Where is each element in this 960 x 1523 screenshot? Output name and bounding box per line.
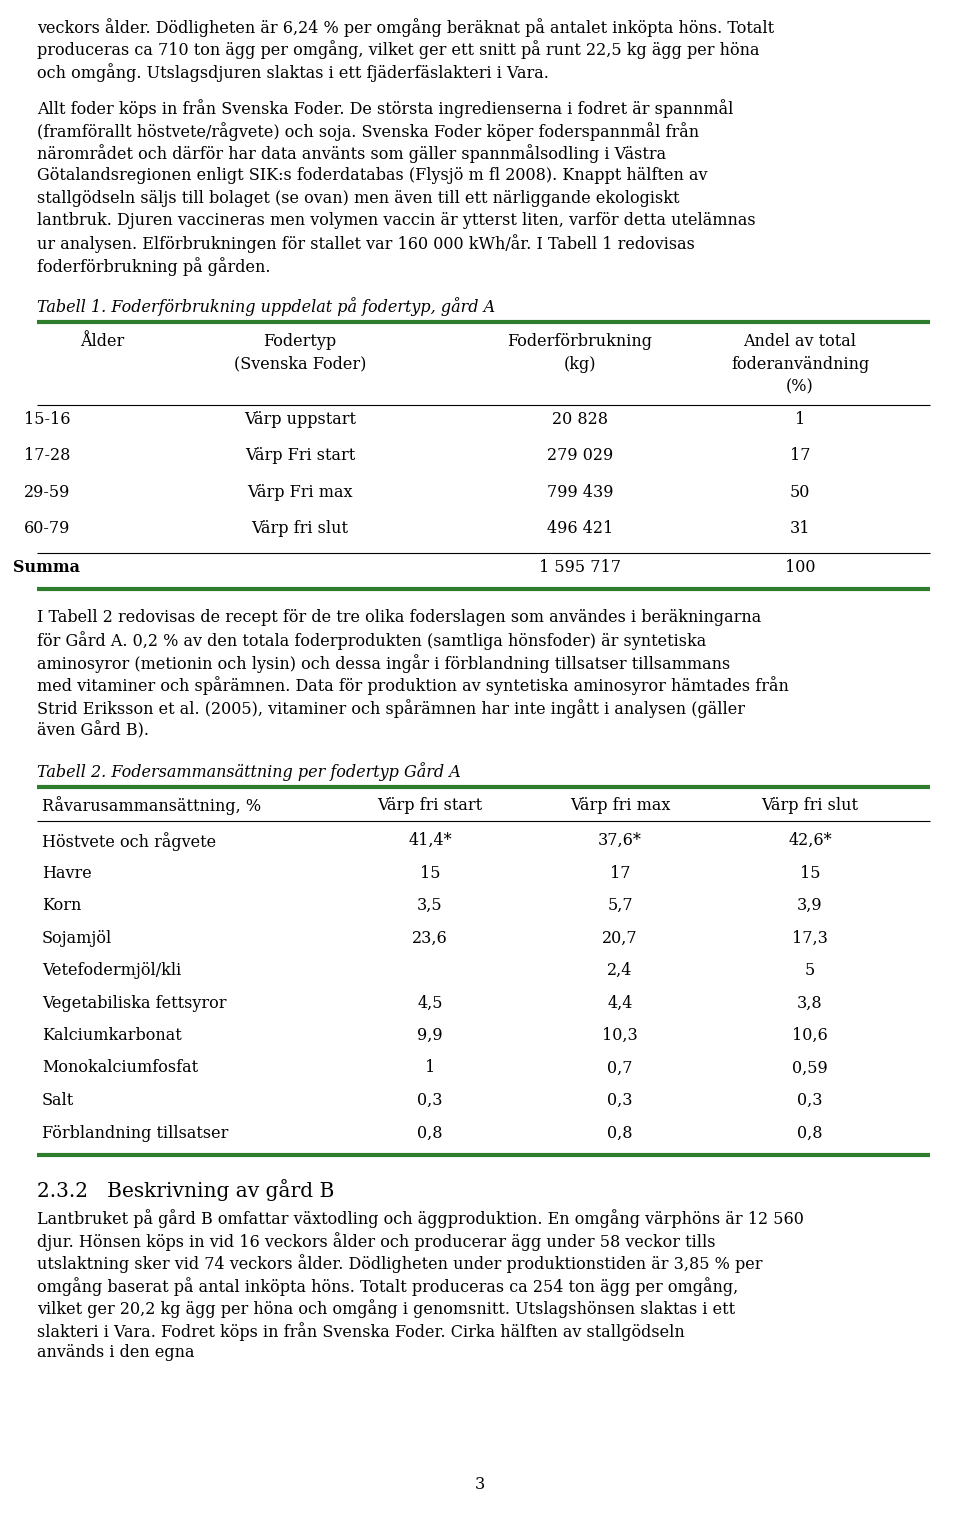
Text: I Tabell 2 redovisas de recept för de tre olika foderslagen som användes i beräk: I Tabell 2 redovisas de recept för de tr… — [37, 609, 761, 626]
Text: veckors ålder. Dödligheten är 6,24 % per omgång beräknat på antalet inköpta höns: veckors ålder. Dödligheten är 6,24 % per… — [37, 18, 774, 37]
Text: 17,3: 17,3 — [792, 929, 828, 946]
Text: 0,3: 0,3 — [797, 1092, 823, 1109]
Text: Värp Fri start: Värp Fri start — [245, 446, 355, 465]
Text: 5,7: 5,7 — [607, 897, 633, 914]
Text: Havre: Havre — [42, 865, 92, 882]
Text: Götalandsregionen enligt SIK:s foderdatabas (Flysjö m fl 2008). Knappt hälften a: Götalandsregionen enligt SIK:s foderdata… — [37, 168, 708, 184]
Text: Förblandning tillsatser: Förblandning tillsatser — [42, 1124, 228, 1142]
Text: stallgödseln säljs till bolaget (se ovan) men även till ett närliggande ekologis: stallgödseln säljs till bolaget (se ovan… — [37, 189, 680, 207]
Text: 17: 17 — [610, 865, 631, 882]
Text: Vetefodermjöl/kli: Vetefodermjöl/kli — [42, 963, 181, 979]
Text: Råvarusammansättning, %: Råvarusammansättning, % — [42, 797, 261, 815]
Text: Summa: Summa — [13, 559, 81, 576]
Text: Monokalciumfosfat: Monokalciumfosfat — [42, 1060, 198, 1077]
Text: (%): (%) — [786, 378, 814, 394]
Text: 3,9: 3,9 — [797, 897, 823, 914]
Text: Korn: Korn — [42, 897, 82, 914]
Text: lantbruk. Djuren vaccineras men volymen vaccin är ytterst liten, varför detta ut: lantbruk. Djuren vaccineras men volymen … — [37, 212, 756, 228]
Text: 20,7: 20,7 — [602, 929, 637, 946]
Text: foderförbrukning på gården.: foderförbrukning på gården. — [37, 257, 271, 276]
Text: 23,6: 23,6 — [412, 929, 448, 946]
Text: 2,4: 2,4 — [608, 963, 633, 979]
Text: 29-59: 29-59 — [24, 483, 70, 501]
Text: 0,59: 0,59 — [792, 1060, 828, 1077]
Text: (framförallt höstvete/rågvete) och soja. Svenska Foder köper foderspannmål från: (framförallt höstvete/rågvete) och soja.… — [37, 122, 699, 142]
Text: Foderförbrukning: Foderförbrukning — [508, 334, 653, 350]
Text: Tabell 1. Foderförbrukning uppdelat på fodertyp, gård A: Tabell 1. Foderförbrukning uppdelat på f… — [37, 297, 495, 317]
Text: 42,6*: 42,6* — [788, 832, 831, 848]
Text: 3,8: 3,8 — [797, 995, 823, 1011]
Text: Tabell 2. Fodersammansättning per fodertyp Gård A: Tabell 2. Fodersammansättning per fodert… — [37, 762, 461, 781]
Text: 0,3: 0,3 — [418, 1092, 443, 1109]
Text: Kalciumkarbonat: Kalciumkarbonat — [42, 1027, 181, 1043]
Text: 50: 50 — [790, 483, 810, 501]
Text: 4,4: 4,4 — [608, 995, 633, 1011]
Text: Fodertyp: Fodertyp — [263, 334, 337, 350]
Text: produceras ca 710 ton ägg per omgång, vilket ger ett snitt på runt 22,5 kg ägg p: produceras ca 710 ton ägg per omgång, vi… — [37, 41, 759, 59]
Text: 20 828: 20 828 — [552, 411, 608, 428]
Text: Lantbruket på gård B omfattar växtodling och äggproduktion. En omgång värphöns ä: Lantbruket på gård B omfattar växtodling… — [37, 1209, 804, 1228]
Text: 0,8: 0,8 — [418, 1124, 443, 1142]
Text: 1 595 717: 1 595 717 — [539, 559, 621, 576]
Text: Värp fri slut: Värp fri slut — [252, 519, 348, 538]
Text: 279 029: 279 029 — [547, 446, 613, 465]
Text: Salt: Salt — [42, 1092, 74, 1109]
Text: 0,3: 0,3 — [608, 1092, 633, 1109]
Text: 15: 15 — [420, 865, 441, 882]
Text: Ålder: Ålder — [80, 334, 124, 350]
Text: omgång baserat på antal inköpta höns. Totalt produceras ca 254 ton ägg per omgån: omgång baserat på antal inköpta höns. To… — [37, 1276, 738, 1296]
Text: 10,6: 10,6 — [792, 1027, 828, 1043]
Text: ur analysen. Elförbrukningen för stallet var 160 000 kWh/år. I Tabell 1 redovisa: ur analysen. Elförbrukningen för stallet… — [37, 235, 695, 253]
Text: foderanvändning: foderanvändning — [731, 355, 869, 373]
Text: 15-16: 15-16 — [24, 411, 70, 428]
Text: slakteri i Vara. Fodret köps in från Svenska Foder. Cirka hälften av stallgödsel: slakteri i Vara. Fodret köps in från Sve… — [37, 1322, 684, 1340]
Text: (Svenska Foder): (Svenska Foder) — [234, 355, 366, 373]
Text: Strid Eriksson et al. (2005), vitaminer och spårämnen har inte ingått i analysen: Strid Eriksson et al. (2005), vitaminer … — [37, 699, 745, 717]
Text: och omgång. Utslagsdjuren slaktas i ett fjäderfäslakteri i Vara.: och omgång. Utslagsdjuren slaktas i ett … — [37, 62, 549, 82]
Text: Värp Fri max: Värp Fri max — [248, 483, 352, 501]
Text: 4,5: 4,5 — [418, 995, 443, 1011]
Text: Värp fri start: Värp fri start — [377, 797, 483, 813]
Text: för Gård A. 0,2 % av den totala foderprodukten (samtliga hönsfoder) är syntetisk: för Gård A. 0,2 % av den totala foderpro… — [37, 632, 707, 650]
Text: 1: 1 — [425, 1060, 435, 1077]
Text: 799 439: 799 439 — [547, 483, 613, 501]
Text: med vitaminer och spårämnen. Data för produktion av syntetiska aminosyror hämtad: med vitaminer och spårämnen. Data för pr… — [37, 676, 789, 696]
Text: 41,4*: 41,4* — [408, 832, 452, 848]
Text: Sojamjöl: Sojamjöl — [42, 929, 112, 946]
Text: djur. Hönsen köps in vid 16 veckors ålder och producerar ägg under 58 veckor til: djur. Hönsen köps in vid 16 veckors ålde… — [37, 1232, 715, 1250]
Text: 2.3.2   Beskrivning av gård B: 2.3.2 Beskrivning av gård B — [37, 1179, 334, 1202]
Text: aminosyror (metionin och lysin) och dessa ingår i förblandning tillsatser tillsa: aminosyror (metionin och lysin) och dess… — [37, 653, 731, 673]
Text: 0,8: 0,8 — [608, 1124, 633, 1142]
Text: utslaktning sker vid 74 veckors ålder. Dödligheten under produktionstiden är 3,8: utslaktning sker vid 74 veckors ålder. D… — [37, 1253, 762, 1273]
Text: Värp uppstart: Värp uppstart — [244, 411, 356, 428]
Text: 0,7: 0,7 — [608, 1060, 633, 1077]
Text: närområdet och därför har data använts som gäller spannmålsodling i Västra: närområdet och därför har data använts s… — [37, 145, 666, 163]
Text: Höstvete och rågvete: Höstvete och rågvete — [42, 832, 216, 851]
Text: 17: 17 — [790, 446, 810, 465]
Text: 37,6*: 37,6* — [598, 832, 642, 848]
Text: 1: 1 — [795, 411, 805, 428]
Text: Andel av total: Andel av total — [743, 334, 856, 350]
Text: 60-79: 60-79 — [24, 519, 70, 538]
Text: används i den egna: används i den egna — [37, 1345, 195, 1362]
Text: 10,3: 10,3 — [602, 1027, 637, 1043]
Text: 0,8: 0,8 — [797, 1124, 823, 1142]
Text: 9,9: 9,9 — [418, 1027, 443, 1043]
Text: Vegetabiliska fettsyror: Vegetabiliska fettsyror — [42, 995, 227, 1011]
Text: vilket ger 20,2 kg ägg per höna och omgång i genomsnitt. Utslagshönsen slaktas i: vilket ger 20,2 kg ägg per höna och omgå… — [37, 1299, 735, 1317]
Text: Värp fri slut: Värp fri slut — [761, 797, 858, 813]
Text: även Gård B).: även Gård B). — [37, 722, 149, 739]
Text: 15: 15 — [800, 865, 820, 882]
Text: Värp fri max: Värp fri max — [570, 797, 670, 813]
Text: 17-28: 17-28 — [24, 446, 70, 465]
Text: 100: 100 — [784, 559, 815, 576]
Text: Allt foder köps in från Svenska Foder. De största ingredienserna i fodret är spa: Allt foder köps in från Svenska Foder. D… — [37, 99, 733, 119]
Text: (kg): (kg) — [564, 355, 596, 373]
Text: 3,5: 3,5 — [418, 897, 443, 914]
Text: 3: 3 — [475, 1476, 485, 1493]
Text: 496 421: 496 421 — [547, 519, 613, 538]
Text: 31: 31 — [790, 519, 810, 538]
Text: 5: 5 — [804, 963, 815, 979]
